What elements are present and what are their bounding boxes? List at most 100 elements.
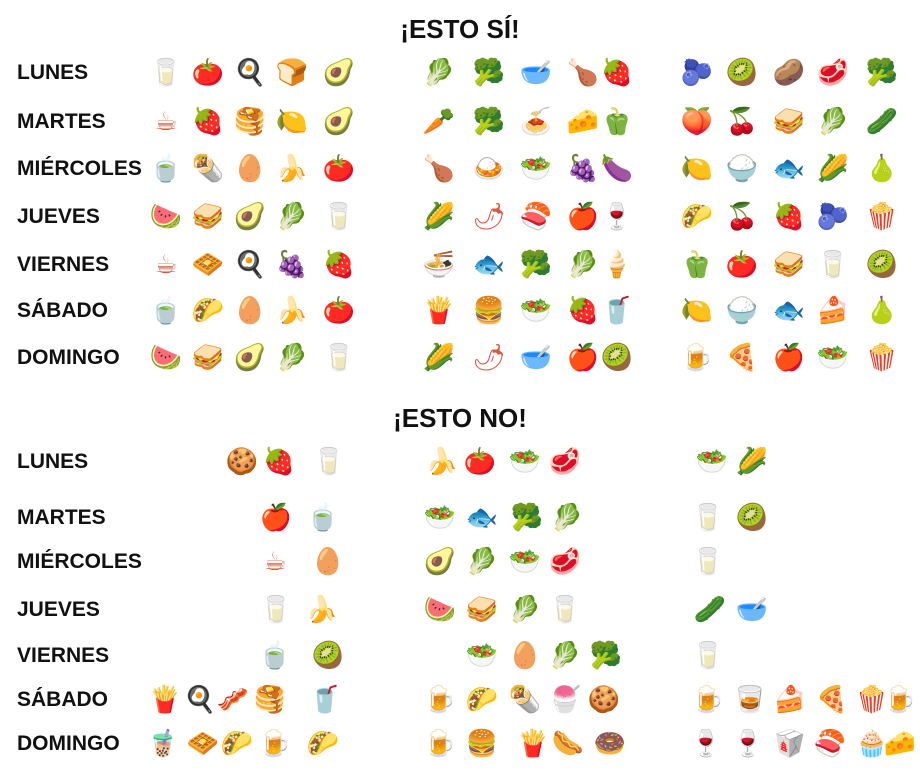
bacon-icon: 🥓 [216,685,250,715]
egg-icon: 🥚 [311,547,345,577]
green-tea-icon: 🍵 [306,503,340,533]
fish-icon: 🐟 [772,154,806,184]
lemon-icon: 🍋 [275,107,309,137]
green-pepper-icon: 🫑 [600,107,634,137]
kiwi-icon: 🥝 [311,641,345,671]
bread-icon: 🍞 [275,58,309,88]
kiwi-icon: 🥝 [735,503,769,533]
yes-day-label-6: SÁBADO [17,299,109,322]
yes-heading: ¡ESTO SÍ! [400,14,520,44]
fried-egg-icon: 🍳 [233,250,267,280]
beer-icon: 🍺 [423,685,457,715]
bubble-tea-icon: 🧋 [146,729,180,759]
avocado-icon: 🥑 [233,343,267,373]
lettuce-icon: 🥬 [548,641,582,671]
glass-of-water-icon: 🥛 [691,641,725,671]
broccoli-icon: 🥦 [472,58,506,88]
fish-icon: 🐟 [465,503,499,533]
no-day-label-4: JUEVES [17,598,100,621]
green-tea-icon: 🍵 [149,154,183,184]
salad-icon: 🥗 [816,343,850,373]
lettuce-icon: 🥬 [275,343,309,373]
soup-bowl-icon: 🥣 [519,58,553,88]
strawberry-icon: 🍓 [566,296,600,326]
coffee-icon: ☕ [154,250,178,280]
beer-icon: 🍺 [423,729,457,759]
cheese-icon: 🧀 [566,107,600,137]
pizza-icon: 🍕 [815,685,849,715]
hot-pepper-icon: 🌶 [472,343,506,373]
sushi-icon: 🍣 [813,729,847,759]
hot-dog-icon: 🌭 [551,729,585,759]
yes-day-label-2: MARTES [17,110,106,133]
carrot-icon: 🥕 [422,107,456,137]
fries-icon: 🍟 [516,729,550,759]
salad-icon: 🥗 [695,447,729,477]
fries-icon: 🍟 [422,296,456,326]
taco-icon: 🌮 [680,202,714,232]
pear-icon: 🍐 [865,154,899,184]
cake-icon: 🍰 [773,685,807,715]
donut-icon: 🍩 [593,729,627,759]
glass-of-water-icon: 🥛 [259,595,293,625]
wine-glass-icon: 🍷 [689,729,723,759]
lettuce-icon: 🥬 [566,250,600,280]
fried-egg-icon: 🍳 [183,685,217,715]
no-day-label-7: DOMINGO [17,732,120,755]
kiwi-icon: 🥝 [865,250,899,280]
cookie-icon: 🍪 [225,447,259,477]
blueberries-icon: 🫐 [816,202,850,232]
wine-glass-icon: 🍷 [731,729,765,759]
soup-bowl-icon: 🥣 [519,343,553,373]
apple-icon: 🍎 [566,343,600,373]
apple-icon: 🍎 [566,202,600,232]
popcorn-icon: 🍿 [855,685,889,715]
sandwich-icon: 🥪 [772,107,806,137]
salad-icon: 🥗 [508,447,542,477]
sandwich-icon: 🥪 [465,595,499,625]
strawberry-icon: 🍓 [600,58,634,88]
glass-of-water-icon: 🥛 [691,547,725,577]
meat-icon: 🥩 [548,447,582,477]
cherries-icon: 🍒 [725,202,759,232]
salad-icon: 🥗 [508,547,542,577]
no-day-label-2: MARTES [17,506,106,529]
broccoli-icon: 🥦 [865,58,899,88]
beer-icon: 🍺 [680,343,714,373]
sandwich-icon: 🥪 [191,343,225,373]
beer-icon: 🍺 [883,685,917,715]
eggplant-icon: 🍆 [600,154,634,184]
yes-day-label-4: JUEVES [17,205,100,228]
lettuce-icon: 🥬 [422,58,456,88]
yes-day-label-1: LUNES [17,61,89,84]
egg-icon: 🥚 [233,154,267,184]
ramen-icon: 🍜 [422,250,456,280]
lettuce-icon: 🥬 [550,503,584,533]
broccoli-icon: 🥦 [589,641,623,671]
curry-rice-icon: 🍛 [472,154,506,184]
salad-icon: 🥗 [519,154,553,184]
beer-icon: 🍺 [691,685,725,715]
beer-icon: 🍺 [258,729,292,759]
chicken-leg-icon: 🍗 [566,58,600,88]
ice-cream-icon: 🍦 [600,250,634,280]
no-day-label-6: SÁBADO [17,688,109,711]
watermelon-icon: 🍉 [423,595,457,625]
broccoli-icon: 🥦 [472,107,506,137]
pizza-icon: 🍕 [725,343,759,373]
popcorn-icon: 🍿 [865,343,899,373]
yes-day-label-3: MIÉRCOLES [17,157,142,180]
avocado-icon: 🥑 [423,547,457,577]
cookie-icon: 🍪 [587,685,621,715]
meat-icon: 🥩 [548,547,582,577]
blueberries-icon: 🫐 [680,58,714,88]
glass-of-water-icon: 🥛 [149,58,183,88]
sandwich-icon: 🥪 [772,250,806,280]
sandwich-icon: 🥪 [191,202,225,232]
tomato-icon: 🍅 [322,296,356,326]
wine-glass-icon: 🍷 [600,202,634,232]
lettuce-icon: 🥬 [465,547,499,577]
corn-icon: 🌽 [422,202,456,232]
cucumber-icon: 🥒 [865,107,899,137]
waffle-icon: 🧇 [186,729,220,759]
